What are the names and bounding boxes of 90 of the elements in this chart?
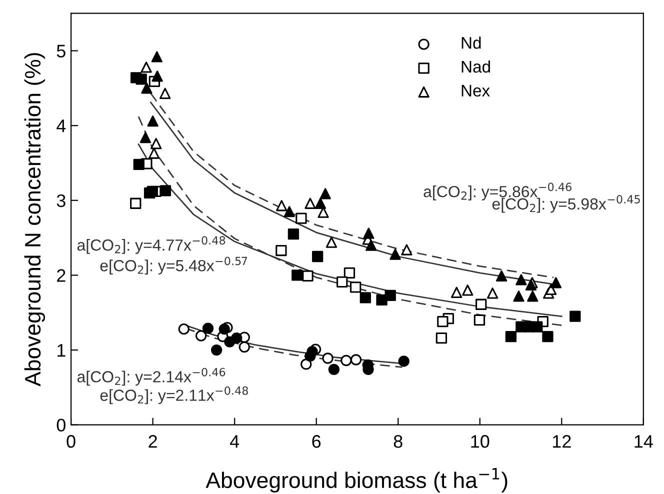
y-tick-label: 0 [56, 418, 66, 432]
point [288, 228, 300, 240]
point [505, 330, 517, 342]
point [296, 212, 307, 224]
point [516, 274, 527, 286]
point [437, 316, 448, 328]
point [476, 298, 487, 310]
point [527, 290, 538, 302]
point [340, 354, 352, 366]
point [363, 228, 374, 239]
point [151, 51, 162, 62]
point [486, 288, 498, 299]
point [462, 284, 474, 296]
point [141, 82, 152, 94]
point [284, 206, 295, 218]
point [436, 332, 448, 344]
point [525, 279, 537, 291]
point [304, 198, 316, 209]
point [366, 240, 377, 251]
x-tick-label: 12 [552, 435, 571, 448]
y-axis-title: Aboveground N concentration (%) [24, 53, 46, 386]
point [218, 323, 230, 335]
x-tick-label: 8 [394, 435, 402, 448]
point [496, 270, 508, 282]
point [147, 116, 158, 127]
point [292, 270, 303, 281]
point [474, 314, 486, 326]
point [360, 292, 371, 304]
legend-label: Nd [462, 36, 481, 49]
y-tick-label: 4 [56, 120, 66, 132]
point [136, 74, 147, 85]
annotation: a[CO$_{2}$]: y=4.77x$^{−0.48}$ [77, 236, 226, 254]
point [401, 244, 412, 256]
point [542, 330, 554, 342]
point [312, 250, 324, 262]
annotation: e[CO$_{2}$]: y=5.48x$^{−0.57}$ [100, 256, 247, 274]
point [322, 352, 334, 364]
y-tick-label: 2 [57, 269, 66, 282]
x-tick-label: 4 [230, 435, 240, 448]
point [160, 88, 171, 99]
x-tick-label: 2 [148, 435, 157, 448]
point [532, 321, 543, 332]
point [211, 344, 222, 356]
point [146, 186, 158, 197]
point [148, 148, 160, 159]
annotation: e[CO$_{2}$]: y=2.11x$^{−0.48}$ [100, 386, 248, 404]
point [570, 310, 581, 322]
point [160, 185, 172, 196]
x-axis-title: Aboveground biomass (t ha$^{−1}$) [206, 468, 508, 493]
y-tick-label: 3 [56, 194, 66, 208]
point [276, 244, 287, 256]
point [178, 323, 190, 335]
point [302, 270, 314, 282]
point [238, 341, 250, 353]
point [513, 290, 524, 302]
point [350, 354, 362, 366]
point [152, 70, 163, 82]
point [326, 236, 338, 248]
point [390, 248, 401, 260]
point [314, 198, 326, 209]
x-tick-label: 6 [312, 435, 321, 448]
y-tick-label: 1 [58, 344, 66, 357]
point [231, 332, 242, 344]
point [350, 282, 362, 293]
point [140, 62, 152, 73]
point [300, 358, 312, 370]
point [328, 364, 340, 376]
point [140, 132, 152, 144]
point [304, 350, 316, 362]
point [276, 200, 288, 212]
point [344, 267, 356, 279]
point [133, 158, 144, 170]
point [550, 277, 562, 288]
point [320, 188, 331, 200]
point [130, 198, 142, 209]
y-tick-label: 5 [56, 44, 66, 58]
x-tick-label: 0 [66, 435, 76, 448]
x-tick-label: 10 [471, 435, 490, 448]
point [451, 286, 462, 298]
legend-label: Nad [462, 60, 490, 73]
point [195, 330, 207, 342]
annotation: a[CO$_{2}$]: y=2.14x$^{−0.46}$ [77, 368, 226, 386]
point [376, 294, 388, 306]
legend-label: Nex [462, 84, 490, 97]
point [398, 356, 410, 367]
point [336, 276, 348, 288]
point [150, 138, 162, 150]
point [202, 322, 214, 334]
point [384, 290, 396, 301]
x-tick-label: 14 [634, 435, 653, 448]
